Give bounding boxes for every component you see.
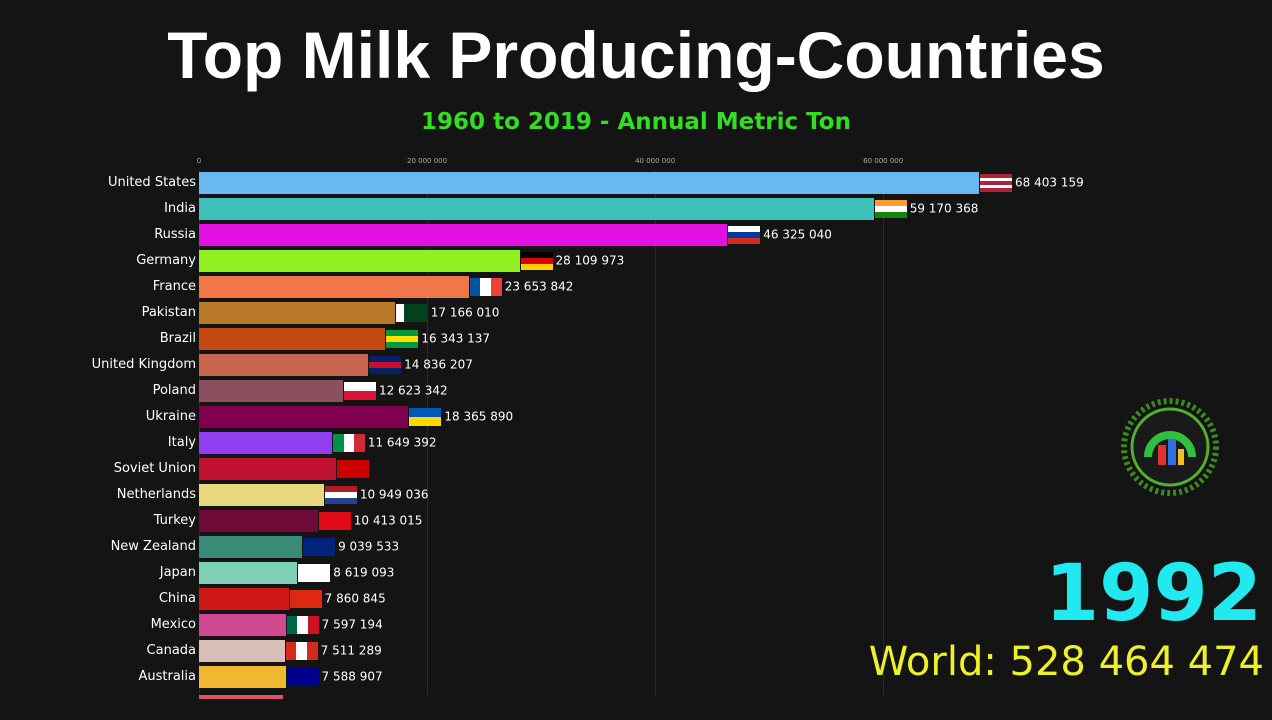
category-label-brazil: Brazil [159,330,196,346]
bar-italy [199,432,332,454]
year-label: 1992 [1044,549,1262,639]
category-label-australia: Australia [138,668,196,684]
x-tick-label: 0 [196,157,202,165]
new-zealand-flag-icon [303,538,336,556]
value-label-new-zealand: 9 039 533 [338,539,400,554]
value-label-canada: 7 511 289 [320,643,382,658]
value-label-united-kingdom: 14 836 207 [404,357,473,372]
united-kingdom-flag-icon [369,356,402,374]
value-label-china: 7 860 845 [324,591,386,606]
bar-russia [199,224,728,246]
value-label-australia: 7 588 907 [321,669,383,684]
value-label-india: 59 170 368 [909,201,979,216]
category-label-united-kingdom: United Kingdom [91,356,196,372]
value-label-turkey: 10 413 015 [353,513,423,528]
category-label-india: India [164,200,196,216]
india-flag-icon [874,200,907,218]
china-flag-icon [289,590,322,608]
bar-mexico [199,614,286,636]
category-label-new-zealand: New Zealand [110,538,196,554]
x-tick-label: 20 000 000 [407,157,448,165]
value-label-italy: 11 649 392 [367,435,437,450]
value-label-russia: 46 325 040 [763,227,832,242]
france-flag-icon [469,278,502,296]
bar-brazil [199,328,386,350]
russia-flag-icon [728,226,761,244]
category-label-united-states: United States [107,174,196,190]
bar-india [199,198,874,220]
category-label-turkey: Turkey [153,512,196,528]
bar-ukraine [199,406,409,428]
category-label-poland: Poland [152,382,196,398]
turkey-flag-icon [318,512,351,530]
bar-netherlands [199,484,324,506]
value-label-ukraine: 18 365 890 [444,409,514,424]
pakistan-flag-icon [395,304,428,322]
bar-australia [199,666,286,688]
mexico-flag-icon [286,616,319,634]
value-label-netherlands: 10 949 036 [359,487,429,502]
japan-flag-icon [298,564,331,582]
category-label-soviet-union: Soviet Union [113,460,196,476]
category-label-pakistan: Pakistan [141,304,196,320]
gridline [427,170,429,695]
value-label-united-states: 68 403 159 [1015,175,1084,190]
bar-new-zealand [199,536,303,558]
bar-pakistan [199,302,395,324]
category-label-ukraine: Ukraine [145,408,196,424]
united-states-flag-icon [980,174,1012,192]
category-label-canada: Canada [146,642,196,658]
bar-soviet-union [199,458,336,480]
bar-france [199,276,469,298]
bar-poland [199,380,343,402]
category-label-netherlands: Netherlands [116,486,196,502]
bar-offscreen [199,695,283,699]
category-label-china: China [158,590,196,606]
value-label-mexico: 7 597 194 [321,617,383,632]
category-label-mexico: Mexico [150,616,196,632]
gridline [655,170,657,695]
chart-subtitle: 1960 to 2019 - Annual Metric Ton [421,109,851,135]
bar-germany [199,250,520,272]
world-total: World: 528 464 474 [868,639,1264,685]
canada-flag-icon [285,642,318,660]
australia-flag-icon [286,668,319,686]
bar-china [199,588,289,610]
category-label-italy: Italy [167,434,196,450]
bar-united-states [199,172,979,194]
chart-title: Top Milk Producing-Countries [167,18,1105,92]
netherlands-flag-icon [324,486,357,504]
germany-flag-icon [520,252,553,270]
brazil-flag-icon [386,330,419,348]
value-label-france: 23 653 842 [504,279,574,294]
gridline [883,170,885,695]
category-label-russia: Russia [154,226,196,242]
category-label-germany: Germany [136,252,196,268]
bar-japan [199,562,298,584]
ukraine-flag-icon [409,408,442,426]
channel-logo-icon [1121,398,1219,496]
value-label-brazil: 16 343 137 [421,331,491,346]
soviet-union-flag-icon [336,460,369,478]
value-label-pakistan: 17 166 010 [430,305,500,320]
value-label-germany: 28 109 973 [555,253,625,268]
bar-canada [199,640,285,662]
x-tick-label: 40 000 000 [635,157,676,165]
italy-flag-icon [332,434,365,452]
bar-turkey [199,510,318,532]
bar-united-kingdom [199,354,369,376]
category-label-france: France [152,278,196,294]
x-tick-label: 60 000 000 [863,157,904,165]
category-label-japan: Japan [159,564,196,580]
value-label-poland: 12 623 342 [378,383,448,398]
poland-flag-icon [343,382,376,400]
value-label-japan: 8 619 093 [333,565,395,580]
